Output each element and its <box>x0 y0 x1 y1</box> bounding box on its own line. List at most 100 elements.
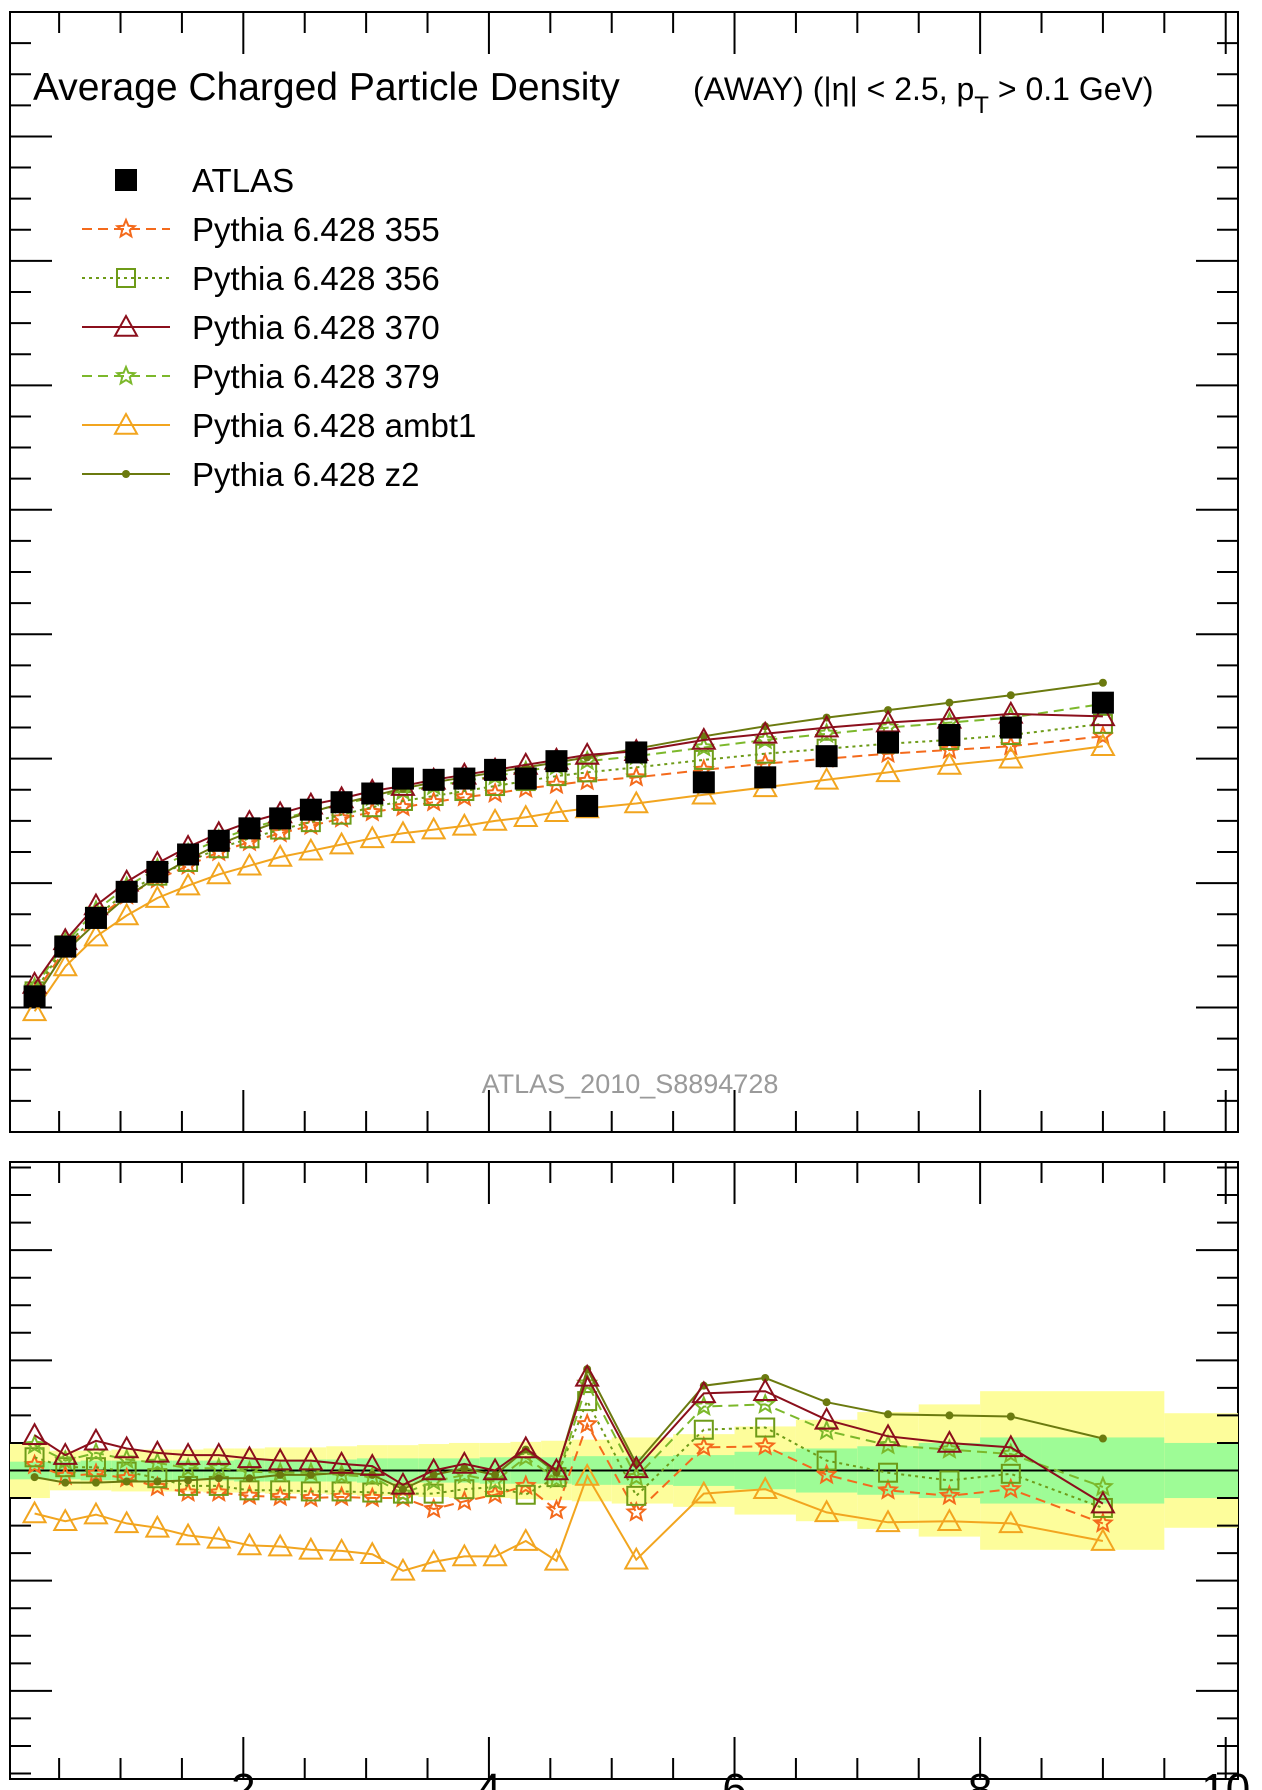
series-marker-star <box>422 790 445 812</box>
series-marker-triangle <box>267 1533 293 1557</box>
data-point-square <box>754 766 777 789</box>
series-marker-triangle <box>175 872 201 896</box>
x-tick-label: 4 <box>477 1765 501 1790</box>
ratio-line-s370 <box>34 1374 1104 1505</box>
series-marker-star <box>483 1483 507 1505</box>
series-marker-star <box>453 785 476 807</box>
series-marker-triangle <box>206 1442 232 1465</box>
series-marker-triangle <box>875 709 901 733</box>
chart-title: Average Charged Particle Density <box>33 66 620 109</box>
data-point-square <box>625 741 648 764</box>
series-marker-triangle <box>175 1522 201 1546</box>
data-point-square <box>576 794 599 817</box>
series-marker-triangle <box>543 1457 570 1481</box>
series-marker-dot <box>122 1477 131 1486</box>
series-marker-triangle <box>623 1455 649 1479</box>
series-marker-dot <box>214 1474 223 1483</box>
series-marker-square <box>331 1481 352 1502</box>
series-marker-triangle <box>574 1363 600 1387</box>
data-point-square <box>361 782 384 805</box>
series-marker-star <box>514 1474 537 1496</box>
series-marker-star <box>545 773 568 795</box>
series-marker-star <box>999 734 1022 756</box>
series-marker-triangle <box>83 1501 109 1525</box>
data-point-square <box>484 758 507 781</box>
series-marker-star <box>692 735 715 757</box>
series-marker-star <box>576 1412 599 1434</box>
series-marker-square <box>147 1468 168 1489</box>
series-marker-triangle <box>1090 733 1116 757</box>
series-marker-triangle <box>691 781 717 805</box>
series-marker-star <box>754 728 777 750</box>
series-marker-triangle <box>875 1423 901 1447</box>
series-marker-triangle <box>752 720 778 744</box>
legend-label: Pythia 6.428 370 <box>192 309 440 346</box>
series-marker-square <box>515 1484 536 1505</box>
series-marker-star <box>545 1467 568 1489</box>
series-marker-triangle <box>298 1447 324 1471</box>
data-point-square <box>238 817 261 840</box>
series-marker-triangle <box>998 1510 1024 1534</box>
series-marker-star <box>815 1463 838 1485</box>
series-marker-star <box>754 1392 777 1414</box>
series-marker-star <box>1091 1511 1115 1533</box>
series-marker-square <box>55 1457 76 1478</box>
series-marker-triangle <box>752 1476 778 1500</box>
series-marker-triangle <box>998 745 1024 769</box>
series-marker-triangle <box>236 852 263 876</box>
series-marker-dot <box>491 1470 500 1479</box>
series-marker-triangle <box>691 726 717 750</box>
series-marker-triangle <box>1090 1527 1116 1551</box>
data-point-square <box>115 880 138 903</box>
series-marker-triangle <box>513 1435 539 1459</box>
series-marker-square <box>755 1417 776 1438</box>
data-point-square <box>269 807 292 830</box>
chart-subtitle-main: (AWAY) (|η| < 2.5, p <box>693 71 974 107</box>
series-marker-triangle <box>83 923 109 947</box>
legend-label: Pythia 6.428 ambt1 <box>192 407 476 444</box>
ratio-series-group <box>21 1363 1116 1581</box>
series-marker-dot <box>306 1470 315 1479</box>
series-marker-star <box>176 1480 200 1502</box>
axes-ticks <box>10 12 1238 1779</box>
series-marker-triangle <box>144 884 171 908</box>
series-marker-square <box>626 1485 647 1506</box>
series-marker-star <box>299 1486 322 1508</box>
series-marker-triangle <box>482 1457 508 1481</box>
ratio-line-s379 <box>34 1380 1104 1495</box>
series-marker-square <box>300 1481 321 1502</box>
data-point-square <box>815 745 838 768</box>
series-marker-star <box>207 1480 230 1502</box>
series-marker-dot <box>1098 1434 1107 1443</box>
series-marker-square <box>270 1480 291 1501</box>
data-point-square <box>115 169 137 191</box>
series-marker-star <box>23 1433 46 1455</box>
series-marker-star <box>815 722 838 744</box>
series-marker-dot <box>91 1478 100 1487</box>
series-marker-triangle <box>451 812 478 836</box>
series-marker-triangle <box>623 790 649 814</box>
series-marker-triangle <box>691 1480 717 1504</box>
series-marker-triangle <box>328 1537 355 1561</box>
series-marker-triangle <box>482 807 508 831</box>
series-marker-triangle <box>359 1541 385 1565</box>
series-marker-triangle <box>875 759 901 783</box>
series-marker-dot <box>552 1468 561 1477</box>
series-marker-triangle <box>83 1427 109 1451</box>
series-marker-square <box>693 1419 714 1440</box>
series-marker-triangle <box>813 714 840 738</box>
x-tick-labels: 2 4 6 8 10 <box>231 1765 1250 1790</box>
series-marker-triangle <box>543 1547 570 1571</box>
series-marker-triangle <box>21 998 48 1022</box>
data-point-square <box>330 791 353 814</box>
chart-subtitle-sub: T <box>974 92 989 119</box>
data-point-square <box>545 750 568 773</box>
series-marker-triangle <box>451 1450 478 1474</box>
series-marker-star <box>938 1484 961 1506</box>
legend-label: Pythia 6.428 356 <box>192 260 440 297</box>
legend-label: ATLAS <box>192 162 294 199</box>
series-marker-triangle <box>113 1435 140 1459</box>
series-marker-star <box>692 1435 715 1457</box>
series-marker-star <box>938 1437 961 1459</box>
